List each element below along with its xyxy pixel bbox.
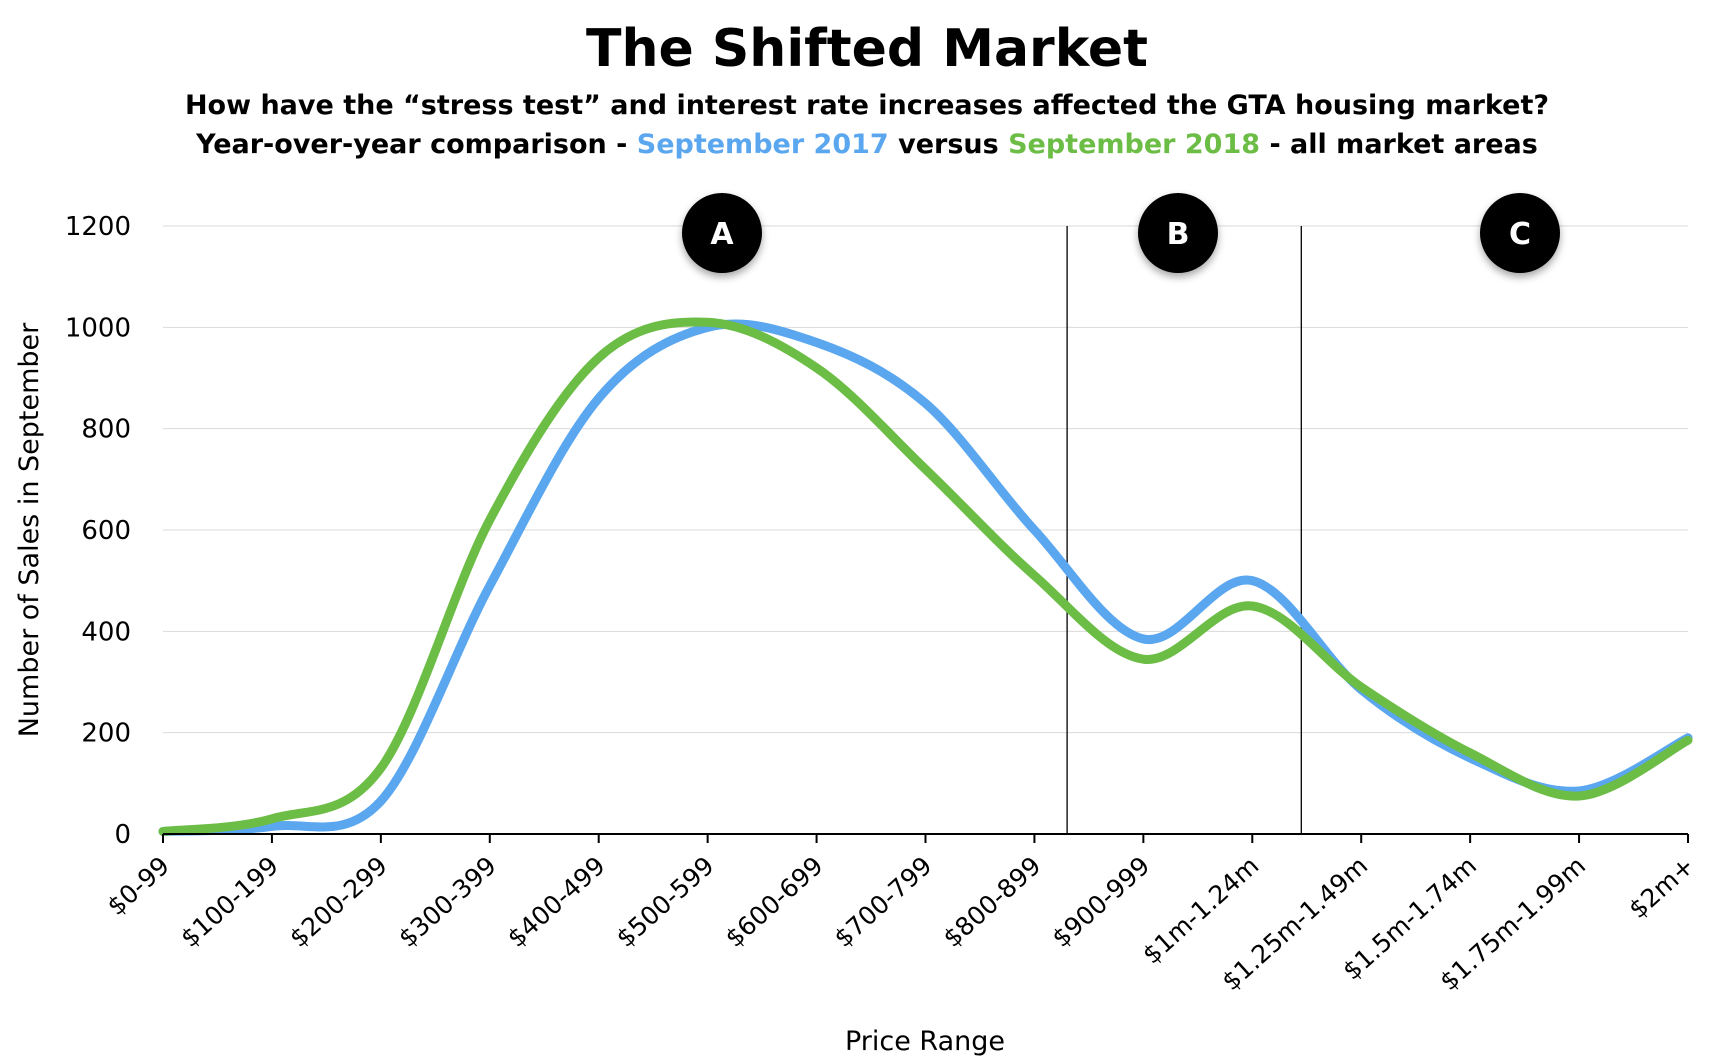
y-tick-label: 1000	[65, 313, 131, 343]
region-markers: A B C	[682, 193, 1560, 273]
region-marker-circle	[1480, 193, 1560, 273]
region-marker-b: B	[1138, 193, 1218, 273]
x-tick-label: $900-999	[1047, 851, 1156, 953]
region-marker-circle	[682, 193, 762, 273]
x-axis-label: Price Range	[845, 1026, 1005, 1057]
subtitle-prefix: Year-over-year comparison -	[195, 129, 637, 160]
y-tick-label: 1200	[65, 212, 131, 242]
x-tick-label: $2m+	[1623, 851, 1700, 924]
subtitle-series-2018: September 2018	[1008, 129, 1260, 160]
x-tick-label: $500-599	[611, 851, 720, 953]
x-tick-label: $400-499	[502, 851, 611, 953]
y-tick-label: 800	[81, 415, 131, 445]
x-tick-label: $100-199	[175, 851, 284, 953]
y-tick-label: 0	[114, 820, 131, 850]
x-tick-label: $800-899	[938, 851, 1047, 953]
region-marker-label: A	[710, 217, 734, 252]
subtitle-suffix: - all market areas	[1260, 129, 1538, 160]
gridlines	[163, 225, 1688, 734]
region-marker-c: C	[1480, 193, 1560, 273]
region-marker-label: B	[1167, 217, 1190, 252]
x-tick-label: $0-99	[102, 851, 175, 921]
y-axis-tick-labels: 0 200 400 600 800 1000 1200	[65, 212, 131, 850]
y-axis-label: Number of Sales in September	[14, 322, 45, 737]
region-dividers	[1066, 226, 1302, 834]
x-tick-label: $700-799	[829, 851, 938, 953]
y-tick-label: 400	[81, 617, 131, 647]
x-tick-label: $600-699	[720, 851, 829, 953]
y-tick-label: 600	[81, 516, 131, 546]
subtitle-middle: versus	[889, 129, 1008, 160]
y-tick-label: 200	[81, 719, 131, 749]
x-axis	[162, 833, 1689, 843]
x-axis-tick-labels: $0-99 $100-199 $200-299 $300-399 $400-499 $50…	[102, 851, 1700, 996]
series-lines	[158, 317, 1693, 836]
region-marker-circle	[1138, 193, 1218, 273]
region-marker-label: C	[1509, 217, 1531, 252]
x-tick-label: $300-399	[393, 851, 502, 953]
region-marker-a: A	[682, 193, 762, 273]
chart-title: The Shifted Market	[586, 19, 1148, 79]
chart-subtitle-line-2: Year-over-year comparison - September 20…	[195, 129, 1538, 160]
chart-subtitle-line-1: How have the “stress test” and interest …	[185, 90, 1549, 121]
subtitle-series-2017: September 2017	[637, 129, 889, 160]
series-line-september-2018	[158, 317, 1693, 836]
x-tick-label: $200-299	[284, 851, 393, 953]
series-line-september-2017	[158, 319, 1693, 836]
